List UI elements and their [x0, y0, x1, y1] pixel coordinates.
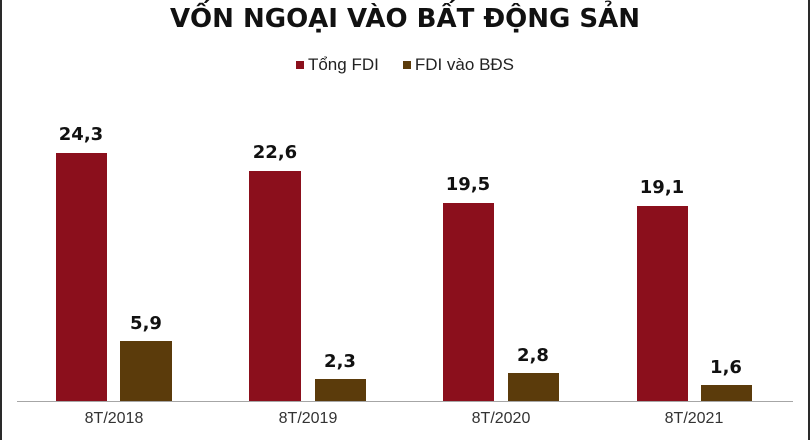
- legend-swatch-fdi-bds: [402, 61, 411, 69]
- data-label: 19,1: [639, 177, 685, 198]
- chart-legend: Tổng FDI FDI vào BĐS: [0, 55, 810, 75]
- x-tick-label: 8T/2019: [278, 410, 338, 427]
- bar-fdi-bds: [315, 379, 366, 401]
- x-tick-label: 8T/2020: [471, 410, 531, 427]
- bar-tong-fdi: [443, 203, 494, 401]
- chart-title: VỐN NGOẠI VÀO BẤT ĐỘNG SẢN: [169, 4, 641, 34]
- data-label: 22,6: [252, 142, 298, 163]
- legend-label-tong-fdi: Tổng FDI: [307, 55, 379, 74]
- data-label: 2,3: [324, 351, 356, 372]
- bar-tong-fdi: [637, 206, 688, 401]
- bar-fdi-bds: [508, 373, 559, 401]
- x-tick-label: 8T/2021: [664, 410, 724, 427]
- data-label: 1,6: [710, 357, 742, 378]
- legend-item-fdi-bds: FDI vào BĐS: [402, 55, 515, 75]
- legend-item-tong-fdi: Tổng FDI: [295, 55, 379, 75]
- x-axis-line: [17, 401, 793, 402]
- x-tick-label: 8T/2018: [84, 410, 144, 427]
- bar-tong-fdi: [249, 171, 301, 401]
- bar-fdi-bds: [120, 341, 172, 401]
- data-label: 5,9: [130, 313, 162, 334]
- bar-fdi-bds: [701, 385, 752, 401]
- data-label: 2,8: [517, 345, 549, 366]
- data-label: 19,5: [445, 174, 491, 195]
- legend-label-fdi-bds: FDI vào BĐS: [414, 55, 515, 74]
- legend-swatch-tong-fdi: [295, 61, 304, 69]
- bar-tong-fdi: [56, 153, 107, 401]
- data-label: 24,3: [58, 124, 104, 145]
